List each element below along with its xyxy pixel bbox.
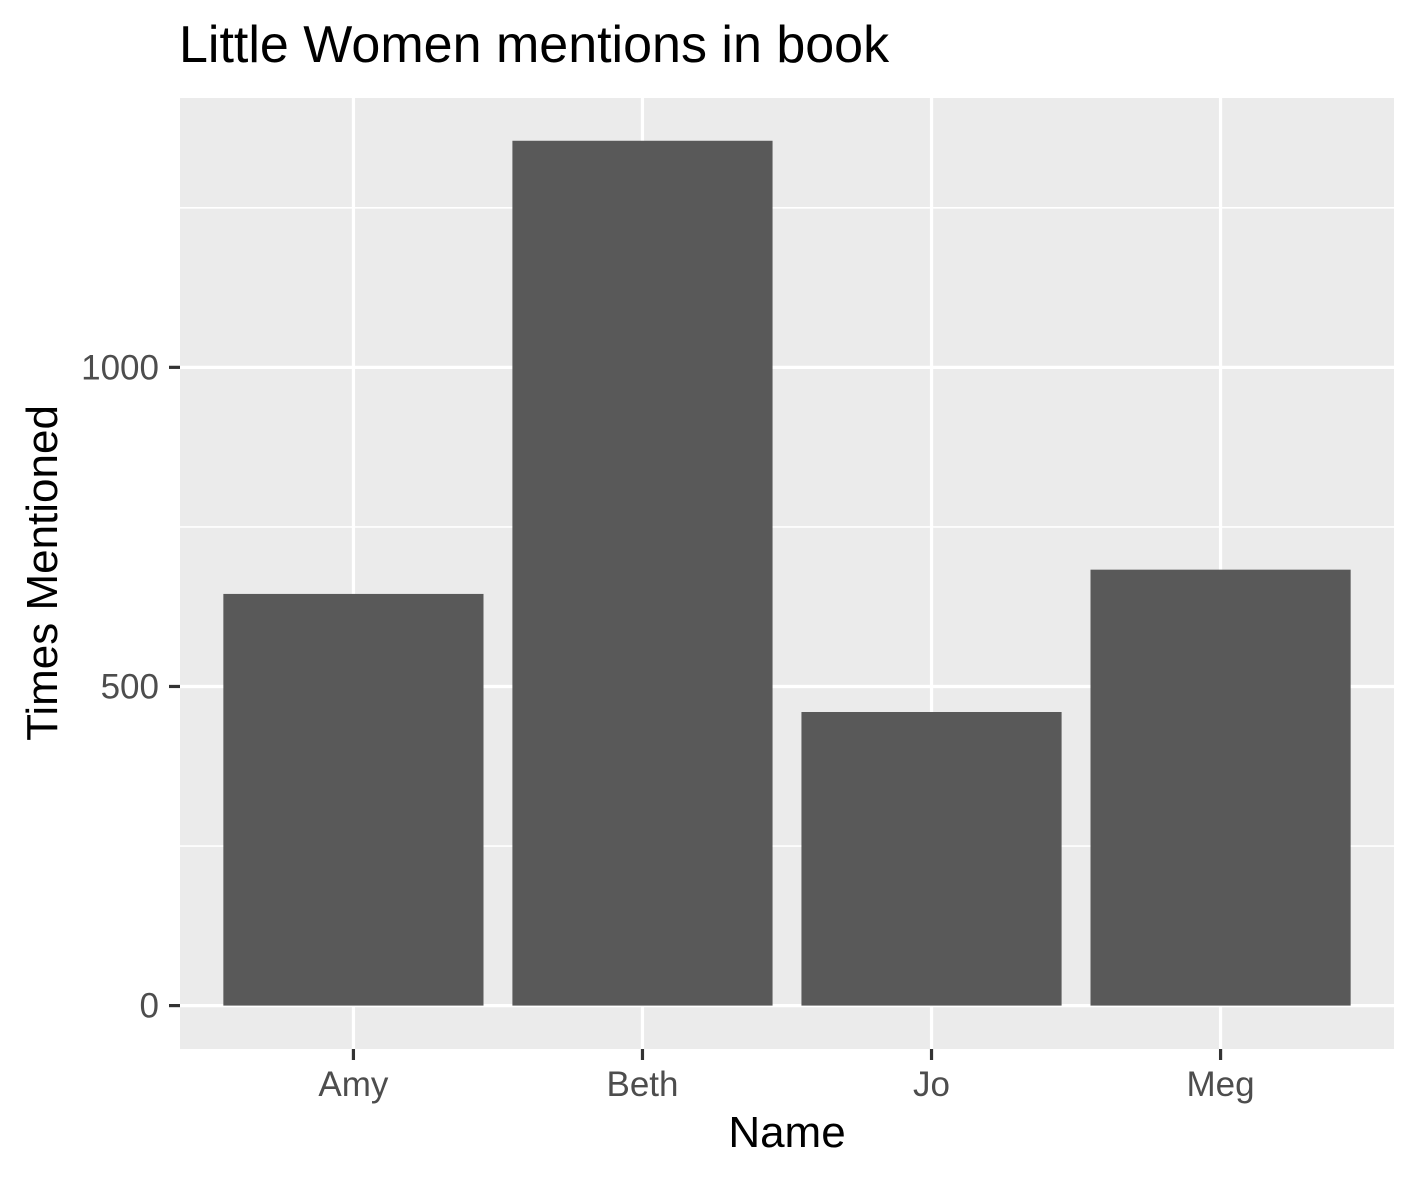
x-axis: Amy Beth Jo Meg	[318, 1049, 1255, 1104]
bar-amy	[223, 593, 484, 1006]
bar-beth	[512, 140, 773, 1006]
y-tick-label: 500	[101, 667, 159, 706]
x-tick-label: Meg	[1187, 1065, 1255, 1104]
x-tick-label: Beth	[606, 1065, 678, 1104]
y-axis: 0 500 1000	[81, 348, 180, 1026]
bars	[223, 140, 1351, 1006]
y-tick-label: 0	[140, 987, 159, 1026]
y-axis-title: Times Mentioned	[18, 405, 67, 741]
y-tick-label: 1000	[81, 348, 159, 387]
x-axis-title: Name	[728, 1108, 845, 1157]
x-tick-label: Jo	[913, 1065, 950, 1104]
bar-meg	[1090, 569, 1351, 1006]
bar-jo	[801, 712, 1062, 1006]
x-tick-label: Amy	[318, 1065, 389, 1104]
chart-title: Little Women mentions in book	[179, 16, 890, 74]
